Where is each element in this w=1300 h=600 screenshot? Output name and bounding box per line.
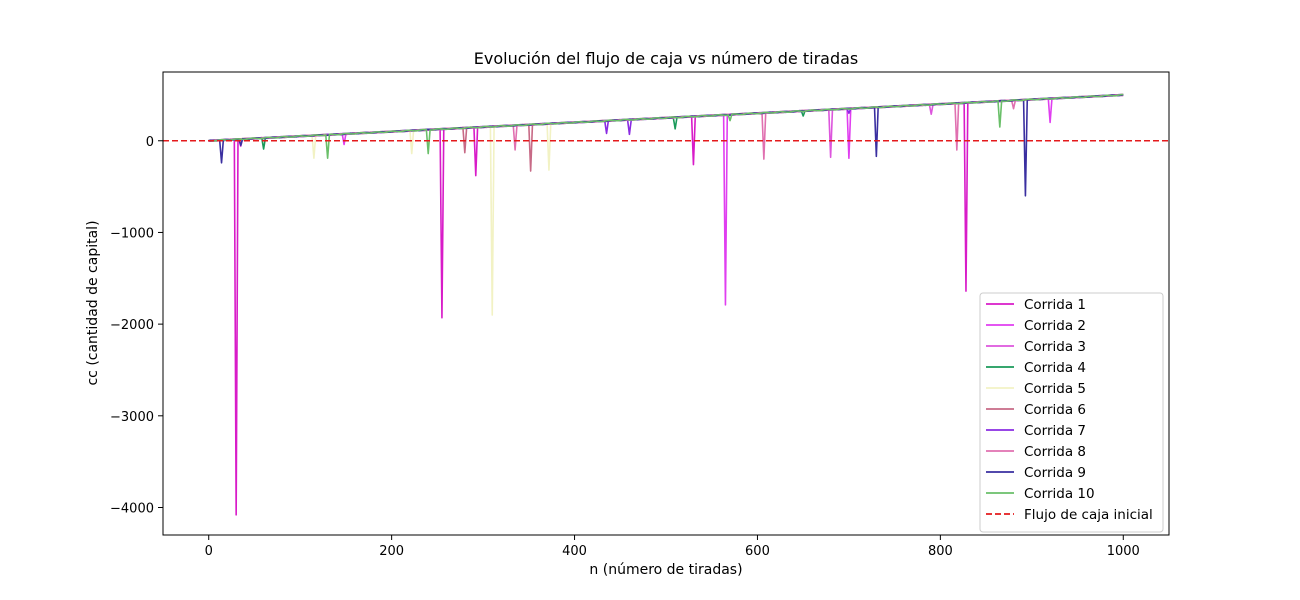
x-tick-label: 200 bbox=[379, 544, 404, 559]
x-axis-label: n (número de tiradas) bbox=[589, 562, 742, 578]
x-tick-label: 0 bbox=[205, 544, 213, 559]
series-line bbox=[208, 94, 1124, 160]
legend-label: Corrida 5 bbox=[1024, 381, 1086, 397]
x-tick-label: 600 bbox=[745, 544, 770, 559]
y-tick-label: 0 bbox=[146, 135, 154, 150]
legend: Corrida 1 Corrida 2 Corrida 3 Corrida 4 Corr… bbox=[979, 292, 1164, 533]
series-line bbox=[208, 94, 1124, 316]
legend-label: Corrida 7 bbox=[1024, 423, 1086, 439]
series-layer bbox=[208, 93, 1124, 516]
x-tick-label: 800 bbox=[928, 544, 953, 559]
chart-title: Evolución del flujo de caja vs número de… bbox=[474, 49, 859, 68]
legend-label: Corrida 10 bbox=[1024, 486, 1095, 502]
y-axis-label: cc (cantidad de capital) bbox=[85, 220, 101, 385]
y-tick-label: −2000 bbox=[110, 318, 154, 333]
legend-box bbox=[979, 292, 1164, 533]
series-line bbox=[208, 93, 1124, 197]
plot-frame bbox=[162, 71, 1170, 536]
legend-label: Corrida 2 bbox=[1024, 318, 1086, 334]
x-axis: 0 200 400 600 800 1000 bbox=[205, 535, 1140, 559]
y-axis: −4000 −3000 −2000 −1000 0 bbox=[110, 135, 163, 516]
legend-label: Corrida 9 bbox=[1024, 465, 1086, 481]
legend-label: Corrida 8 bbox=[1024, 444, 1086, 460]
legend-label: Corrida 3 bbox=[1024, 339, 1086, 355]
series-line bbox=[208, 93, 1124, 159]
legend-label: Corrida 6 bbox=[1024, 402, 1086, 418]
y-tick-label: −3000 bbox=[110, 410, 154, 425]
x-tick-label: 1000 bbox=[1107, 544, 1140, 559]
series-line bbox=[208, 93, 1124, 159]
legend-label: Corrida 4 bbox=[1024, 360, 1086, 376]
y-tick-label: −4000 bbox=[110, 501, 154, 516]
legend-label: Flujo de caja inicial bbox=[1024, 507, 1153, 523]
y-tick-label: −1000 bbox=[110, 226, 154, 241]
series-line bbox=[208, 93, 1124, 306]
legend-label: Corrida 1 bbox=[1024, 297, 1086, 313]
x-tick-label: 400 bbox=[562, 544, 587, 559]
